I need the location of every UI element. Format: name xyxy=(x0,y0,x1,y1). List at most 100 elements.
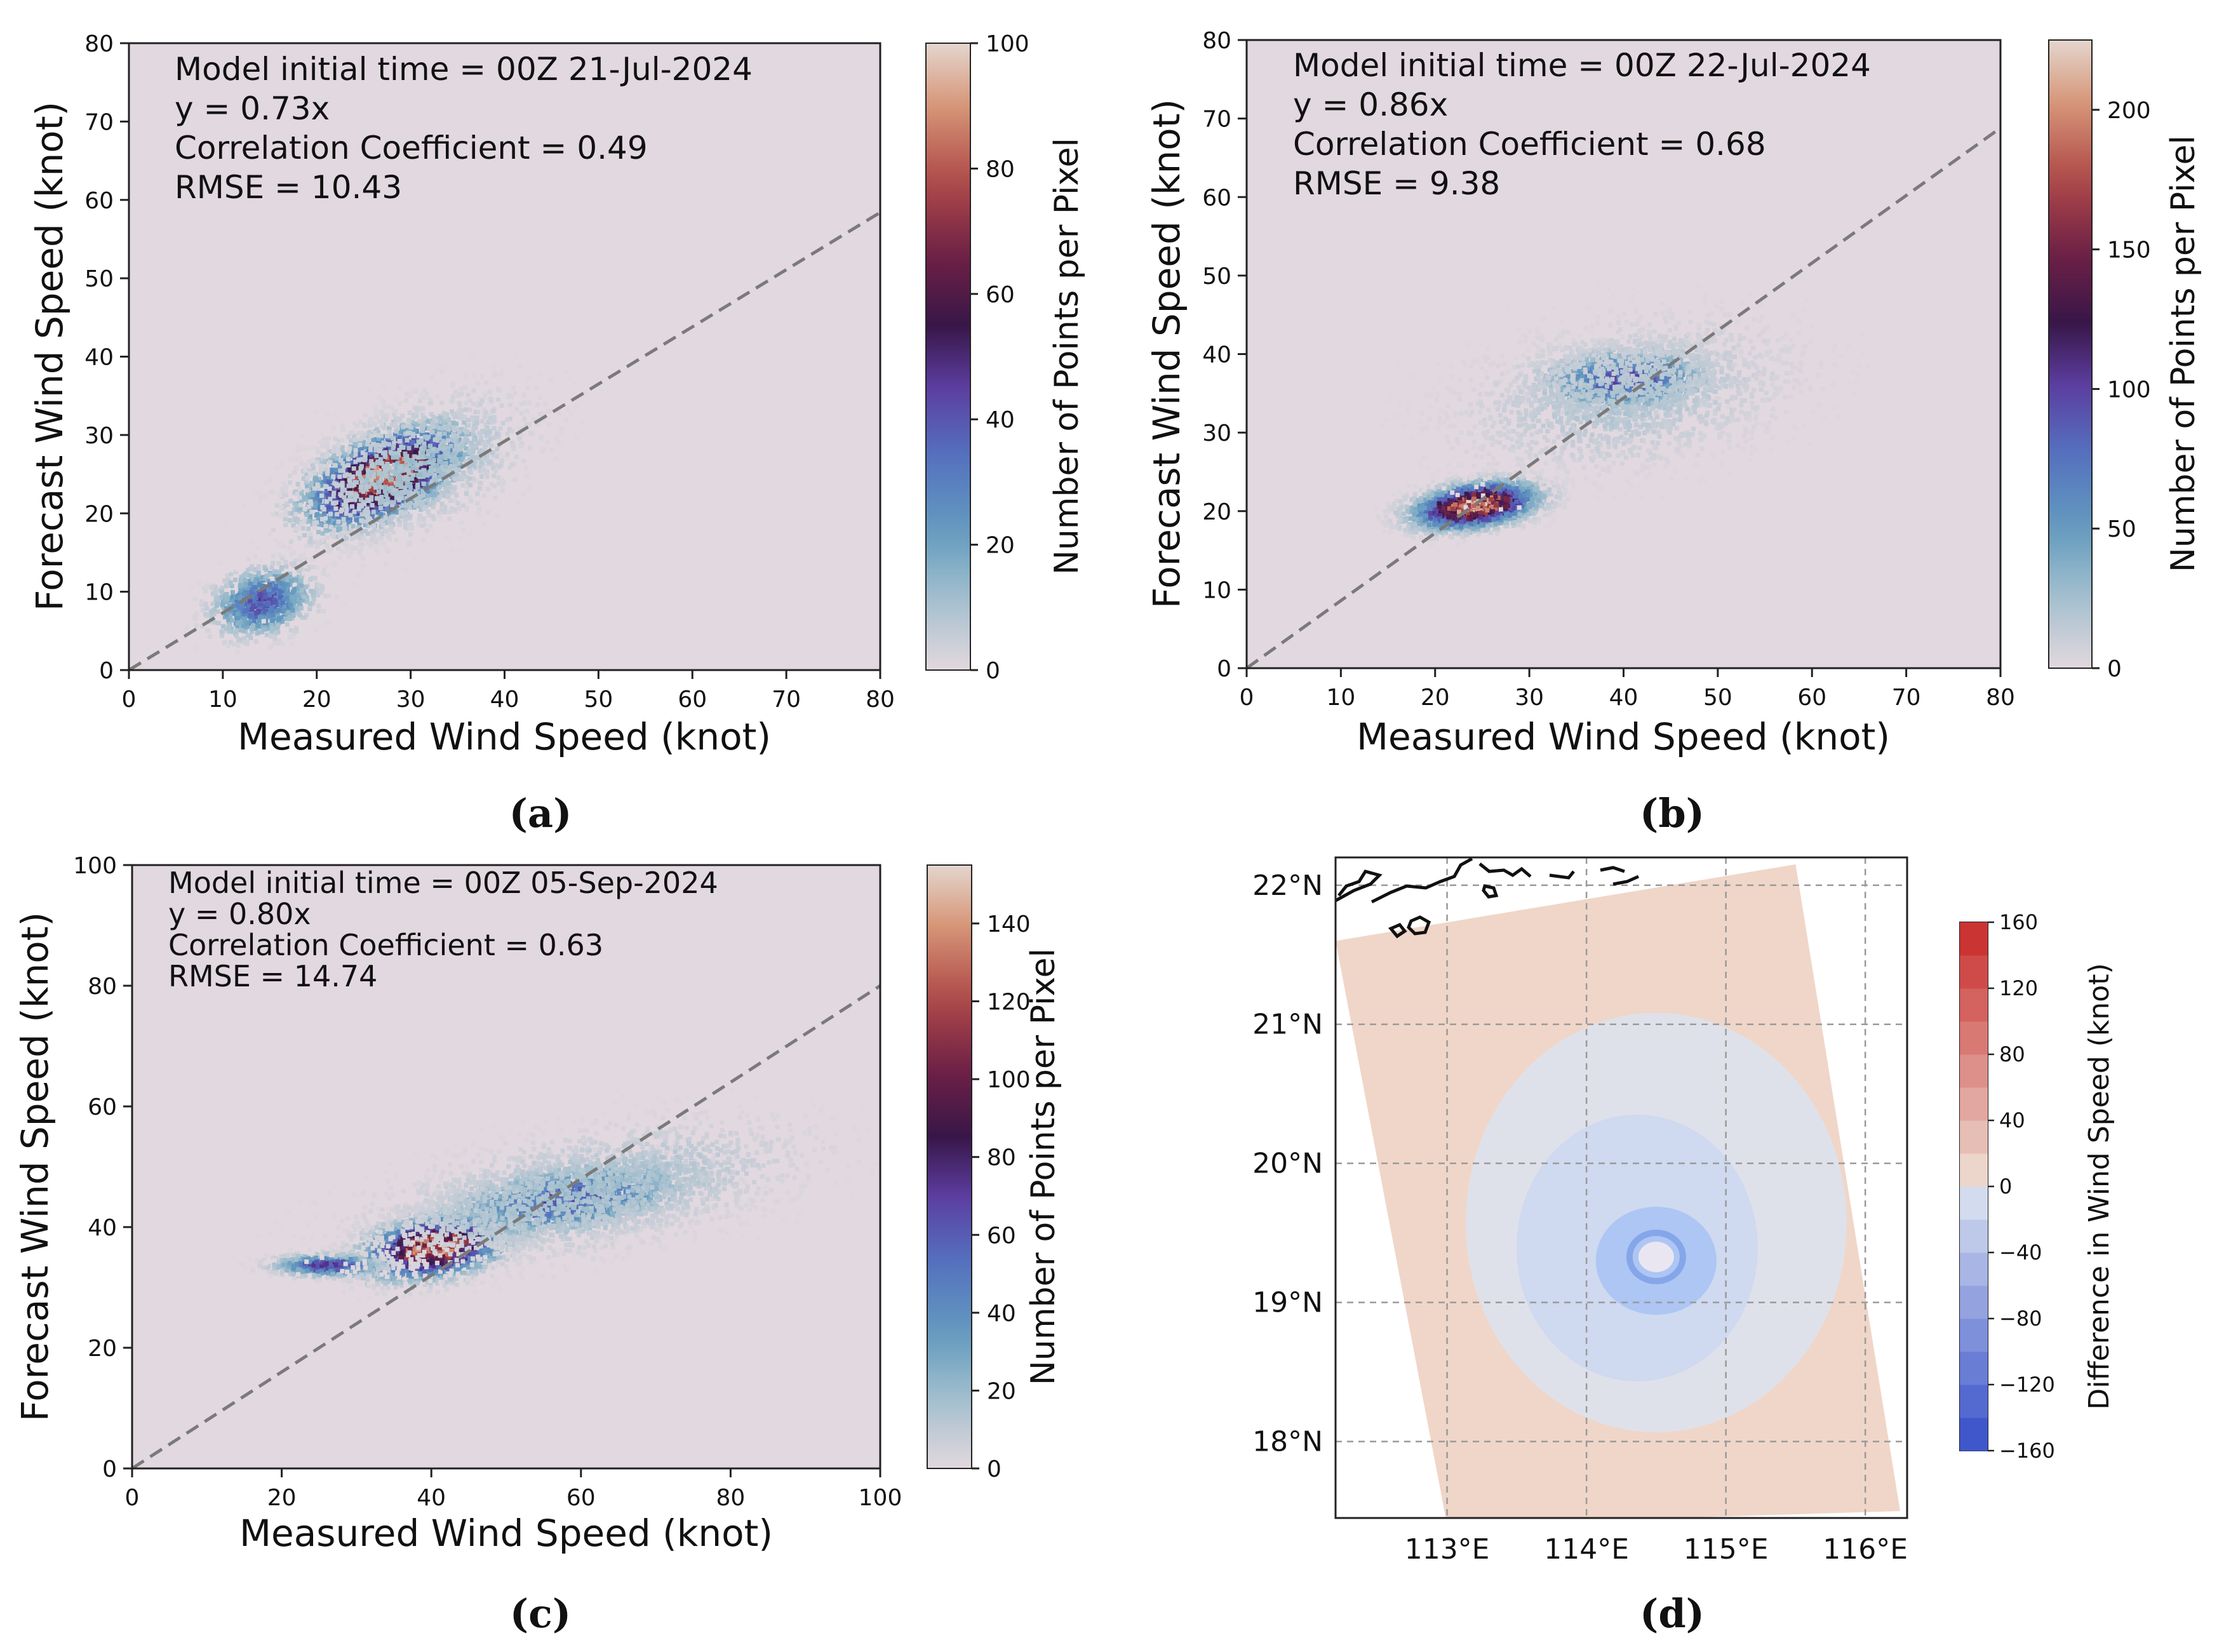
density-cell xyxy=(336,519,341,524)
density-cell xyxy=(579,524,584,528)
density-cell xyxy=(475,403,480,408)
density-cell xyxy=(285,434,290,439)
density-cell xyxy=(278,513,283,518)
density-cell xyxy=(456,409,461,414)
density-cell xyxy=(318,498,323,503)
density-cell xyxy=(465,438,470,443)
density-cell xyxy=(387,466,392,471)
density-cell xyxy=(270,576,275,581)
density-cell xyxy=(203,602,208,607)
colorbar-tick-label: 0 xyxy=(986,658,1000,684)
density-cell xyxy=(283,485,288,490)
density-cell xyxy=(295,491,300,496)
density-cell xyxy=(422,445,427,450)
density-cell xyxy=(313,628,318,632)
density-cell xyxy=(356,471,360,476)
density-cell xyxy=(384,502,389,507)
density-cell xyxy=(241,591,246,596)
density-cell xyxy=(451,438,455,442)
density-cell xyxy=(226,644,231,649)
density-cell xyxy=(527,487,532,491)
density-cell xyxy=(453,476,457,481)
density-cell xyxy=(310,495,315,500)
density-cell xyxy=(299,588,304,593)
annotation-equation: y = 0.73x xyxy=(175,90,330,127)
density-cell xyxy=(260,615,265,620)
density-cell xyxy=(269,644,274,649)
density-cell xyxy=(204,606,210,611)
density-cell xyxy=(462,432,467,437)
density-cell xyxy=(469,445,474,450)
density-cell xyxy=(382,489,387,494)
density-cell xyxy=(248,612,253,617)
density-cell xyxy=(364,485,369,490)
density-cell xyxy=(445,438,450,443)
density-cell xyxy=(479,474,484,479)
density-cell xyxy=(375,506,380,511)
density-cell xyxy=(467,407,472,412)
density-cell xyxy=(440,461,445,466)
density-cell xyxy=(564,417,569,422)
density-cell xyxy=(310,565,315,570)
density-cell xyxy=(217,561,222,566)
density-cell xyxy=(537,395,542,400)
density-cell xyxy=(304,488,309,493)
density-cell xyxy=(383,515,388,520)
y-tick-label: 50 xyxy=(84,266,114,292)
density-cell xyxy=(379,421,384,426)
density-cell xyxy=(337,474,342,480)
density-cell xyxy=(507,403,513,407)
density-cell xyxy=(374,453,379,459)
density-cell xyxy=(283,492,288,497)
density-cell xyxy=(486,487,491,492)
density-cell xyxy=(459,386,464,391)
density-cell xyxy=(361,537,366,542)
density-cell xyxy=(511,447,516,452)
density-cell xyxy=(338,483,343,488)
density-cell xyxy=(258,558,264,563)
density-cell xyxy=(397,522,402,527)
density-cell xyxy=(222,640,227,645)
density-cell xyxy=(556,411,561,415)
density-cell xyxy=(381,415,386,420)
density-cell xyxy=(325,445,330,450)
density-cell xyxy=(479,375,485,379)
x-tick-label: 10 xyxy=(208,687,238,713)
density-cell xyxy=(405,467,410,473)
density-cell xyxy=(349,546,354,551)
density-cell xyxy=(238,620,243,625)
density-cell xyxy=(367,453,372,458)
density-cell xyxy=(297,535,302,541)
density-cell xyxy=(194,648,199,653)
density-cell xyxy=(341,517,346,521)
density-cell xyxy=(250,627,255,631)
density-cell xyxy=(251,603,256,608)
density-cell xyxy=(545,440,550,445)
density-cell xyxy=(307,601,312,606)
density-cell xyxy=(312,504,318,509)
density-cell xyxy=(312,576,318,581)
density-cell xyxy=(394,429,399,434)
density-cell xyxy=(297,612,302,616)
density-cell xyxy=(379,485,384,490)
density-cell xyxy=(365,461,370,466)
density-cell xyxy=(471,463,476,468)
density-cell xyxy=(528,446,533,450)
density-cell xyxy=(456,447,461,452)
density-cell xyxy=(493,495,498,500)
density-cell xyxy=(394,537,399,542)
density-cell xyxy=(224,521,229,526)
density-cell xyxy=(312,525,317,530)
x-axis-label: Measured Wind Speed (knot) xyxy=(238,715,771,758)
density-cell xyxy=(413,413,419,419)
density-cell xyxy=(452,488,457,493)
density-cell xyxy=(415,500,420,506)
colorbar-tick-label: 20 xyxy=(986,533,1015,559)
density-cell xyxy=(256,630,261,635)
density-cell xyxy=(344,472,349,477)
density-cell xyxy=(380,512,385,517)
density-cell xyxy=(599,455,604,460)
density-cell xyxy=(410,476,415,481)
density-cell xyxy=(392,471,398,476)
